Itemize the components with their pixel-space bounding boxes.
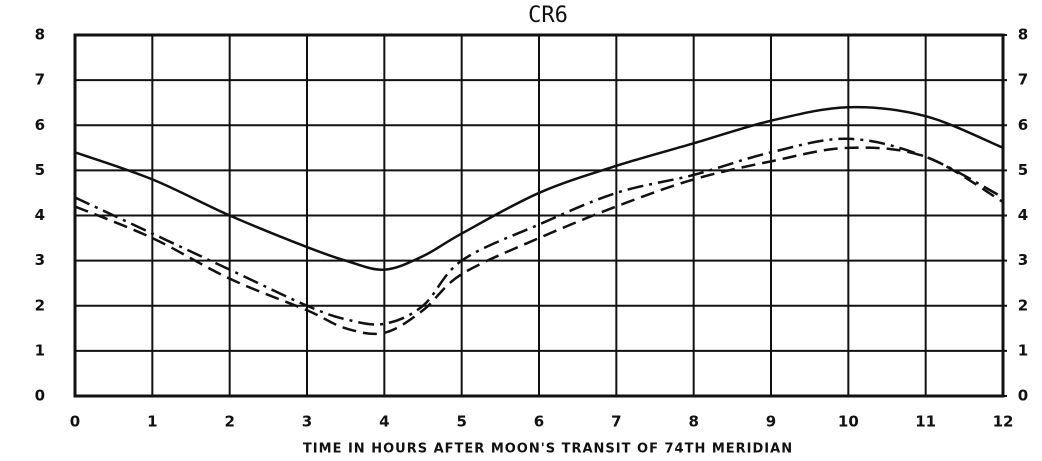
- y2-tick-label: 4: [1018, 206, 1028, 224]
- y2-tick-label: 0: [1018, 387, 1028, 405]
- y-tick-label: 0: [35, 387, 45, 405]
- y-tick-label: 2: [35, 296, 45, 314]
- x-tick-label: 0: [70, 413, 80, 431]
- x-tick-label: 12: [993, 413, 1014, 431]
- x-tick-label: 10: [838, 413, 859, 431]
- x-tick-label: 11: [915, 413, 936, 431]
- y2-tick-label: 1: [1018, 341, 1028, 359]
- x-tick-label: 8: [688, 413, 698, 431]
- x-tick-label: 2: [224, 413, 234, 431]
- series-line: [74, 137, 1004, 326]
- x-tick-label: 3: [302, 413, 312, 431]
- y-tick-label: 7: [35, 71, 45, 89]
- y2-tick-label: 3: [1018, 251, 1028, 269]
- y2-tick-label: 7: [1018, 71, 1028, 89]
- x-tick-label: 6: [534, 413, 544, 431]
- y-tick-label: 5: [35, 161, 45, 179]
- y-tick-label: 1: [35, 341, 45, 359]
- y-tick-label: 8: [35, 26, 45, 44]
- x-axis-label: TIME IN HOURS AFTER MOON'S TRANSIT OF 74…: [303, 442, 793, 457]
- y-tick-label: 3: [35, 251, 45, 269]
- x-tick-label: 7: [611, 413, 621, 431]
- series-line: [74, 146, 1004, 336]
- x-tick-label: 1: [147, 413, 157, 431]
- y-tick-label: 4: [35, 206, 45, 224]
- y-tick-label: 6: [35, 116, 45, 134]
- x-tick-label: 4: [379, 413, 389, 431]
- series-line: [74, 105, 1004, 271]
- chart-title: CR6: [528, 3, 568, 28]
- y2-tick-label: 2: [1018, 296, 1028, 314]
- y2-tick-label: 6: [1018, 116, 1028, 134]
- y2-tick-label: 5: [1018, 161, 1028, 179]
- plot-frame: [73, 33, 1005, 398]
- x-tick-label: 9: [766, 413, 776, 431]
- y2-tick-label: 8: [1018, 26, 1028, 44]
- x-tick-label: 5: [456, 413, 466, 431]
